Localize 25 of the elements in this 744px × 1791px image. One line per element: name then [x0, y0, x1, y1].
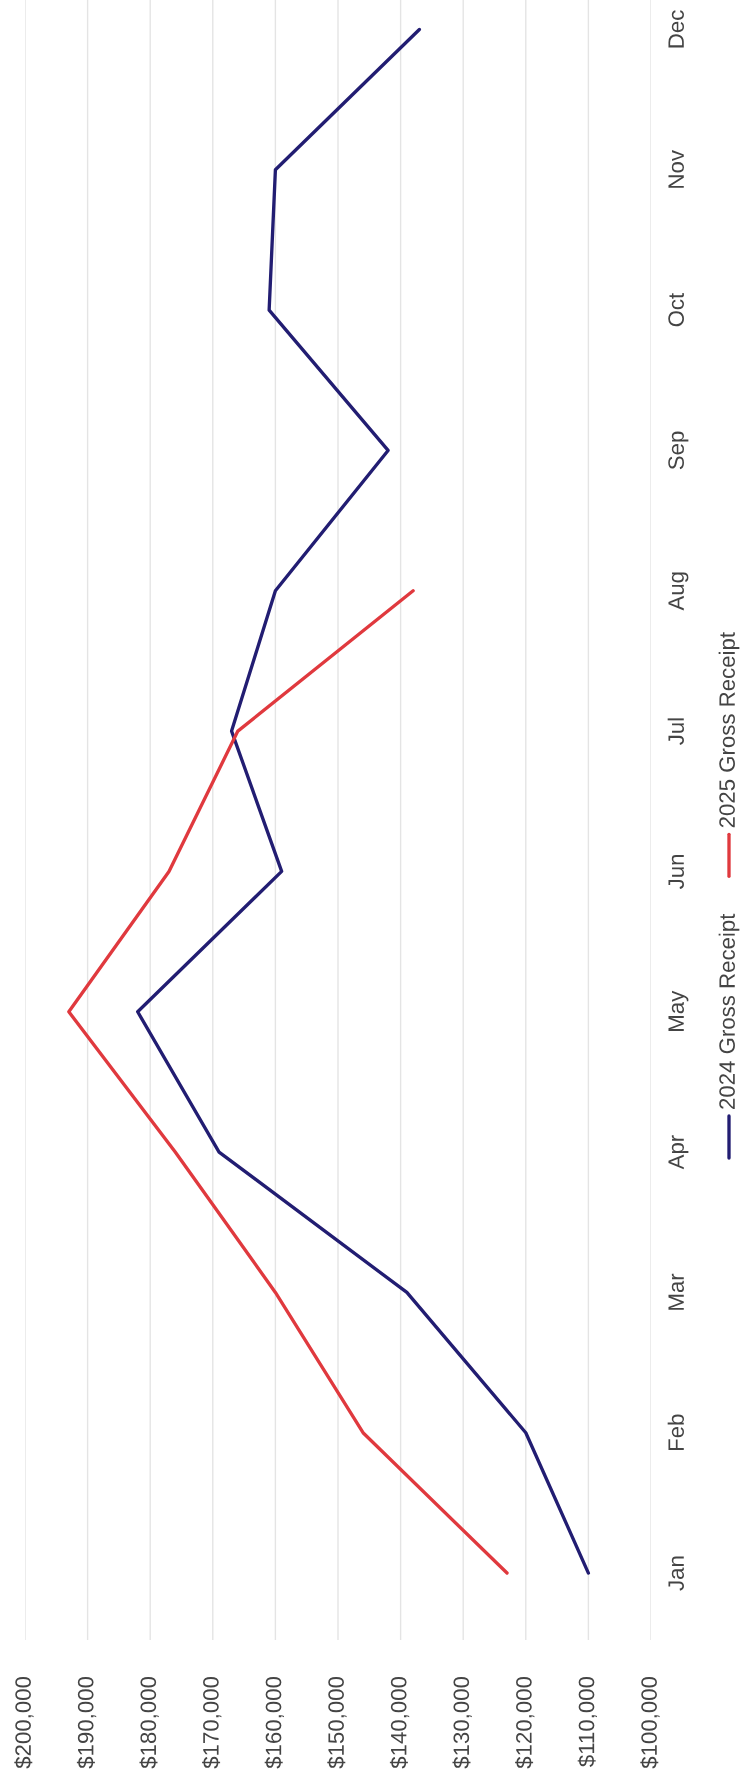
- x-tick-label: $160,000: [264, 1676, 284, 1769]
- y-tick-label: Jun: [668, 854, 684, 889]
- y-tick-label: Aug: [668, 572, 689, 611]
- text: 2024 Gross Receipt: [718, 913, 740, 1109]
- x-tick-label: $130,000: [452, 1676, 472, 1769]
- y-tick-label: Jul: [667, 718, 684, 745]
- x-tick-label: $200,000: [14, 1676, 34, 1769]
- x-tick-label: $100,000: [640, 1676, 660, 1769]
- y-tick-label: Nov: [668, 150, 684, 188]
- x-tick-label: $120,000: [515, 1676, 535, 1769]
- y-tick-label: Feb: [667, 1414, 684, 1451]
- x-tick-label: $170,000: [202, 1676, 222, 1769]
- text: 2025 Gross Receipt: [718, 632, 740, 828]
- y-tick-label: Mar: [668, 1273, 684, 1310]
- x-tick-label: $180,000: [139, 1676, 159, 1769]
- x-tick-label: $140,000: [389, 1676, 410, 1769]
- x-tick-label: $190,000: [76, 1676, 97, 1769]
- y-tick-label: Jan: [668, 1556, 684, 1591]
- y-tick-label: Apr: [668, 1135, 689, 1170]
- y-tick-label: Sep: [668, 431, 689, 470]
- x-tick-label: $110,000: [577, 1676, 597, 1767]
- x-tick-label: $150,000: [327, 1676, 347, 1769]
- y-tick-label: Oct: [668, 293, 684, 327]
- y-tick-label: Dec: [668, 10, 684, 48]
- y-tick-label: May: [668, 990, 689, 1031]
